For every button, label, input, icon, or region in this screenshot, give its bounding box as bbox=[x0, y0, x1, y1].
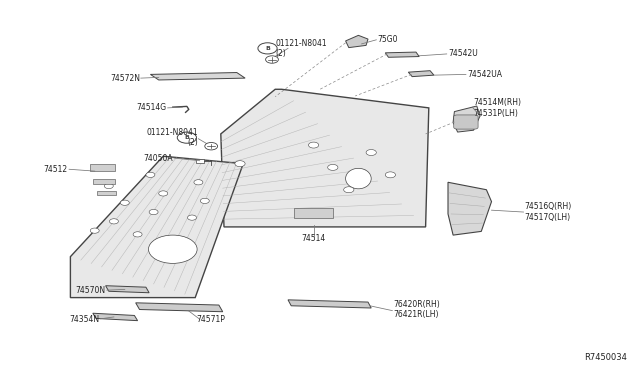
Circle shape bbox=[149, 209, 158, 215]
Circle shape bbox=[120, 200, 129, 205]
FancyBboxPatch shape bbox=[294, 208, 333, 218]
Polygon shape bbox=[70, 156, 243, 298]
Polygon shape bbox=[385, 52, 419, 57]
Text: 74514: 74514 bbox=[301, 234, 326, 243]
Polygon shape bbox=[408, 71, 434, 77]
FancyBboxPatch shape bbox=[454, 115, 478, 129]
Polygon shape bbox=[150, 73, 245, 80]
Text: 74570N: 74570N bbox=[76, 286, 106, 295]
Circle shape bbox=[109, 219, 118, 224]
Circle shape bbox=[188, 215, 196, 220]
Circle shape bbox=[200, 198, 209, 203]
Circle shape bbox=[308, 142, 319, 148]
Circle shape bbox=[205, 142, 218, 150]
Polygon shape bbox=[221, 89, 429, 227]
Circle shape bbox=[266, 56, 278, 63]
Bar bbox=[93, 179, 115, 184]
Text: 74514G: 74514G bbox=[136, 103, 166, 112]
Text: 74514M(RH)
74531P(LH): 74514M(RH) 74531P(LH) bbox=[474, 98, 522, 118]
Bar bbox=[196, 159, 204, 163]
Text: 74542UA: 74542UA bbox=[467, 70, 502, 79]
Circle shape bbox=[146, 172, 155, 177]
Polygon shape bbox=[106, 286, 149, 293]
Text: 74050A: 74050A bbox=[143, 154, 173, 163]
Text: 74354N: 74354N bbox=[69, 315, 99, 324]
Text: 74542U: 74542U bbox=[448, 49, 477, 58]
Bar bbox=[97, 191, 116, 195]
Text: 01121-N8041
(2): 01121-N8041 (2) bbox=[275, 39, 327, 58]
Circle shape bbox=[90, 228, 99, 233]
Circle shape bbox=[385, 172, 396, 178]
Circle shape bbox=[177, 132, 196, 143]
Circle shape bbox=[133, 232, 142, 237]
Circle shape bbox=[104, 183, 113, 189]
Polygon shape bbox=[93, 313, 138, 321]
Text: 75G0: 75G0 bbox=[378, 35, 398, 44]
Polygon shape bbox=[346, 35, 368, 48]
Circle shape bbox=[235, 161, 245, 167]
Polygon shape bbox=[448, 182, 492, 235]
Circle shape bbox=[148, 235, 197, 263]
Text: 74572N: 74572N bbox=[111, 74, 141, 83]
Text: 74571P: 74571P bbox=[196, 315, 226, 324]
Text: R7450034: R7450034 bbox=[584, 353, 627, 362]
Circle shape bbox=[194, 180, 203, 185]
Polygon shape bbox=[136, 303, 223, 312]
Circle shape bbox=[159, 191, 168, 196]
Circle shape bbox=[258, 43, 277, 54]
Bar bbox=[90, 164, 115, 171]
Polygon shape bbox=[453, 106, 480, 132]
Text: B: B bbox=[184, 135, 189, 140]
Circle shape bbox=[328, 164, 338, 170]
Text: 76420R(RH)
76421R(LH): 76420R(RH) 76421R(LH) bbox=[394, 300, 440, 319]
Text: B: B bbox=[265, 46, 270, 51]
Circle shape bbox=[366, 150, 376, 155]
Circle shape bbox=[344, 187, 354, 193]
Ellipse shape bbox=[346, 168, 371, 189]
Polygon shape bbox=[288, 300, 371, 308]
Text: 74516Q(RH)
74517Q(LH): 74516Q(RH) 74517Q(LH) bbox=[525, 202, 572, 222]
Text: 01121-N8041
(2): 01121-N8041 (2) bbox=[147, 128, 198, 147]
Text: 74512: 74512 bbox=[43, 165, 67, 174]
